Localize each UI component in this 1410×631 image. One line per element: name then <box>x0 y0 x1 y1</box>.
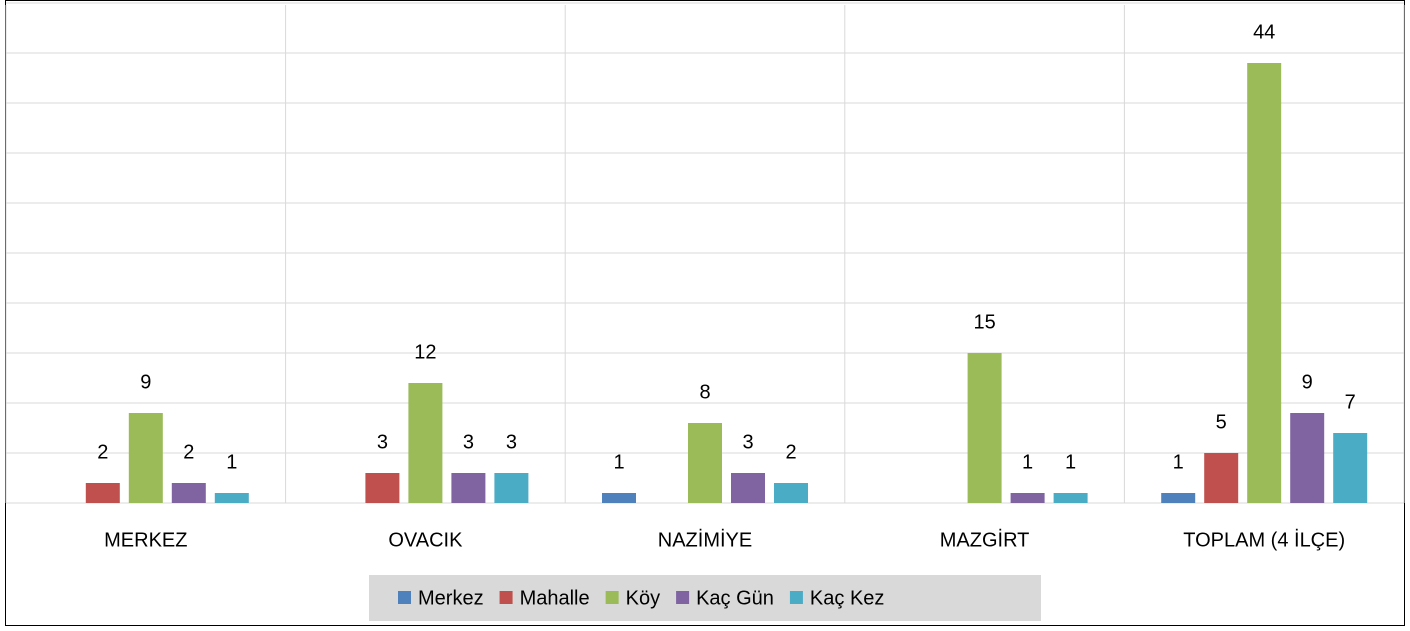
legend-label: Kaç Gün <box>696 587 774 609</box>
bar <box>1010 493 1045 503</box>
bar <box>1053 493 1088 503</box>
bar <box>1161 493 1196 503</box>
x-tick-label: NAZİMİYE <box>658 528 752 551</box>
x-tick-label: TOPLAM (4 İLÇE) <box>1183 528 1345 551</box>
x-tick-label: OVACIK <box>388 529 463 551</box>
bar <box>214 493 249 503</box>
bar <box>967 353 1002 503</box>
data-label: 2 <box>183 441 194 463</box>
bar <box>494 473 529 503</box>
data-label: 1 <box>1022 451 1033 473</box>
data-label: 2 <box>785 441 796 463</box>
bar <box>128 413 163 503</box>
bar <box>171 483 206 503</box>
bar <box>1290 413 1325 503</box>
data-label: 1 <box>1173 451 1184 473</box>
bar <box>408 383 443 503</box>
data-label: 3 <box>377 431 388 453</box>
bar <box>731 473 765 503</box>
bar <box>85 483 120 503</box>
legend-swatch <box>499 591 513 604</box>
data-label: 1 <box>613 451 624 473</box>
data-label: 44 <box>1253 21 1275 43</box>
data-label: 7 <box>1345 391 1356 413</box>
legend-label: Köy <box>626 587 660 609</box>
bar <box>1333 433 1368 503</box>
data-label: 3 <box>506 431 517 453</box>
data-label: 1 <box>1065 451 1076 473</box>
bar <box>688 423 722 503</box>
data-label: 1 <box>226 451 237 473</box>
data-label: 3 <box>742 431 753 453</box>
x-tick-label: MAZGİRT <box>940 528 1030 551</box>
data-label: 5 <box>1216 411 1227 433</box>
data-label: 9 <box>1302 371 1313 393</box>
x-tick-label: MERKEZ <box>104 529 187 551</box>
data-label: 9 <box>140 371 151 393</box>
bar <box>774 483 808 503</box>
data-label: 3 <box>463 431 474 453</box>
data-label: 2 <box>97 441 108 463</box>
legend-swatch <box>789 591 803 604</box>
chart-border <box>5 0 1405 626</box>
data-label: 15 <box>973 311 995 333</box>
legend-label: Mahalle <box>520 587 590 609</box>
bar <box>451 473 486 503</box>
bar <box>1247 63 1282 503</box>
bar <box>602 493 636 503</box>
bar <box>365 473 400 503</box>
bar <box>1204 453 1239 503</box>
legend-swatch <box>676 591 690 604</box>
legend-box <box>369 575 1041 621</box>
data-label: 8 <box>699 381 710 403</box>
data-label: 12 <box>414 341 436 363</box>
legend-label: Kaç Kez <box>810 587 884 609</box>
legend-label: Merkez <box>418 587 484 609</box>
legend-swatch <box>398 591 411 604</box>
legend-swatch <box>605 591 619 604</box>
